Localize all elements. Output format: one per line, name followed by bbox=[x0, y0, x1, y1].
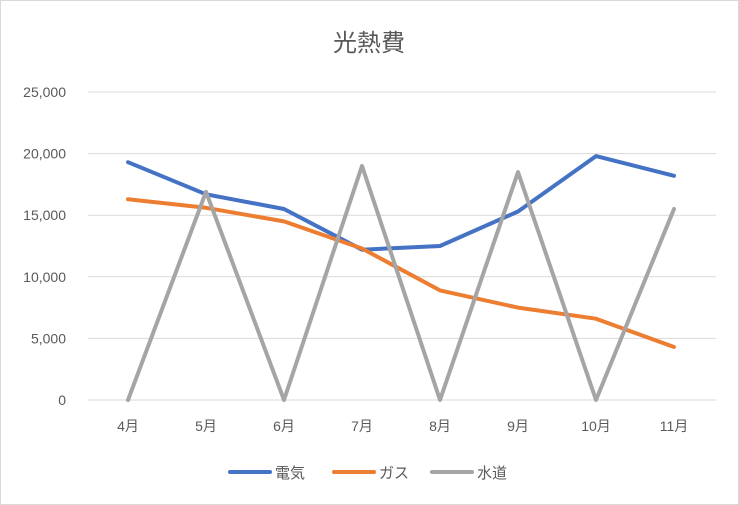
x-tick-label: 10月 bbox=[581, 418, 611, 434]
y-tick-label: 10,000 bbox=[23, 269, 66, 285]
gridlines bbox=[88, 91, 716, 401]
x-tick-label: 5月 bbox=[195, 418, 217, 434]
y-axis-tick-labels: 0 5,000 10,000 15,000 20,000 25,000 bbox=[23, 84, 66, 408]
x-tick-label: 6月 bbox=[273, 418, 295, 434]
x-tick-label: 8月 bbox=[429, 418, 451, 434]
y-tick-label: 0 bbox=[58, 392, 66, 408]
series-line-ガス bbox=[126, 197, 676, 349]
x-tick-label: 11月 bbox=[660, 418, 689, 434]
legend-label: 水道 bbox=[477, 464, 507, 482]
chart-title: 光熱費 bbox=[333, 29, 405, 57]
x-tick-label: 4月 bbox=[117, 418, 139, 434]
legend-label: ガス bbox=[379, 464, 409, 482]
legend-label: 電気 bbox=[275, 464, 305, 482]
y-tick-label: 20,000 bbox=[23, 146, 66, 162]
y-tick-label: 15,000 bbox=[23, 207, 66, 223]
series-line-電気 bbox=[126, 154, 676, 252]
y-tick-label: 25,000 bbox=[23, 84, 66, 100]
x-tick-label: 7月 bbox=[351, 418, 373, 434]
x-tick-label: 9月 bbox=[507, 418, 529, 434]
x-axis-tick-labels: 4月 5月 6月 7月 8月 9月 10月 11月 bbox=[117, 418, 688, 434]
legend: 電気 ガス 水道 bbox=[228, 464, 507, 482]
series-line-水道 bbox=[126, 163, 676, 402]
series-lines bbox=[126, 154, 676, 402]
y-tick-label: 5,000 bbox=[31, 330, 66, 346]
